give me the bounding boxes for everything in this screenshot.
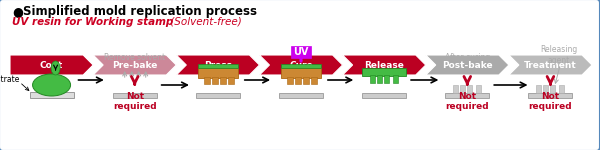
- Text: Coat: Coat: [40, 60, 63, 69]
- FancyBboxPatch shape: [212, 77, 218, 84]
- FancyBboxPatch shape: [393, 75, 398, 83]
- FancyBboxPatch shape: [476, 85, 481, 93]
- FancyBboxPatch shape: [550, 85, 556, 93]
- FancyBboxPatch shape: [453, 85, 458, 93]
- FancyBboxPatch shape: [544, 85, 548, 93]
- FancyBboxPatch shape: [287, 77, 293, 84]
- Polygon shape: [343, 55, 426, 75]
- Polygon shape: [93, 55, 176, 75]
- Text: UV: UV: [293, 47, 308, 57]
- Polygon shape: [10, 55, 93, 75]
- FancyBboxPatch shape: [467, 85, 472, 93]
- FancyBboxPatch shape: [303, 77, 309, 84]
- FancyBboxPatch shape: [198, 68, 238, 78]
- Text: UV resin for Working stamp: UV resin for Working stamp: [12, 17, 173, 27]
- Text: Release: Release: [364, 60, 404, 69]
- Text: ●: ●: [12, 5, 23, 18]
- Text: Cure: Cure: [289, 60, 313, 69]
- Ellipse shape: [51, 61, 60, 75]
- FancyBboxPatch shape: [536, 85, 541, 93]
- FancyBboxPatch shape: [204, 77, 210, 84]
- Ellipse shape: [32, 74, 71, 96]
- FancyBboxPatch shape: [384, 75, 389, 83]
- Text: Releasing
agent: Releasing agent: [540, 45, 577, 65]
- Polygon shape: [259, 55, 343, 75]
- Text: Not
required: Not required: [113, 92, 157, 111]
- FancyBboxPatch shape: [529, 93, 572, 98]
- Text: Press: Press: [204, 60, 232, 69]
- Text: (Solvent-free): (Solvent-free): [167, 17, 242, 27]
- Text: Not
required: Not required: [529, 92, 572, 111]
- Text: Treatment: Treatment: [524, 60, 577, 69]
- FancyBboxPatch shape: [281, 64, 321, 68]
- FancyBboxPatch shape: [311, 77, 317, 84]
- FancyBboxPatch shape: [559, 85, 565, 93]
- Text: Pre-bake: Pre-bake: [112, 60, 157, 69]
- Polygon shape: [426, 55, 509, 75]
- FancyBboxPatch shape: [445, 93, 489, 98]
- Text: After curing: After curing: [445, 52, 490, 62]
- Polygon shape: [509, 55, 592, 75]
- FancyBboxPatch shape: [29, 92, 74, 98]
- FancyBboxPatch shape: [295, 77, 301, 84]
- FancyBboxPatch shape: [362, 68, 406, 76]
- Text: Simplified mold replication process: Simplified mold replication process: [23, 5, 257, 18]
- FancyBboxPatch shape: [279, 93, 323, 98]
- Text: Substrate: Substrate: [0, 75, 20, 84]
- Text: Remove solvent: Remove solvent: [104, 52, 165, 62]
- FancyBboxPatch shape: [220, 77, 226, 84]
- Polygon shape: [176, 55, 259, 75]
- FancyBboxPatch shape: [377, 75, 382, 83]
- FancyBboxPatch shape: [370, 75, 375, 83]
- FancyBboxPatch shape: [281, 68, 321, 78]
- FancyBboxPatch shape: [460, 85, 465, 93]
- FancyBboxPatch shape: [196, 93, 240, 98]
- Text: Post-bake: Post-bake: [442, 60, 493, 69]
- FancyBboxPatch shape: [228, 77, 234, 84]
- FancyBboxPatch shape: [291, 46, 311, 58]
- FancyBboxPatch shape: [198, 64, 238, 68]
- FancyBboxPatch shape: [362, 93, 406, 98]
- Text: Not
required: Not required: [445, 92, 489, 111]
- FancyBboxPatch shape: [113, 93, 157, 98]
